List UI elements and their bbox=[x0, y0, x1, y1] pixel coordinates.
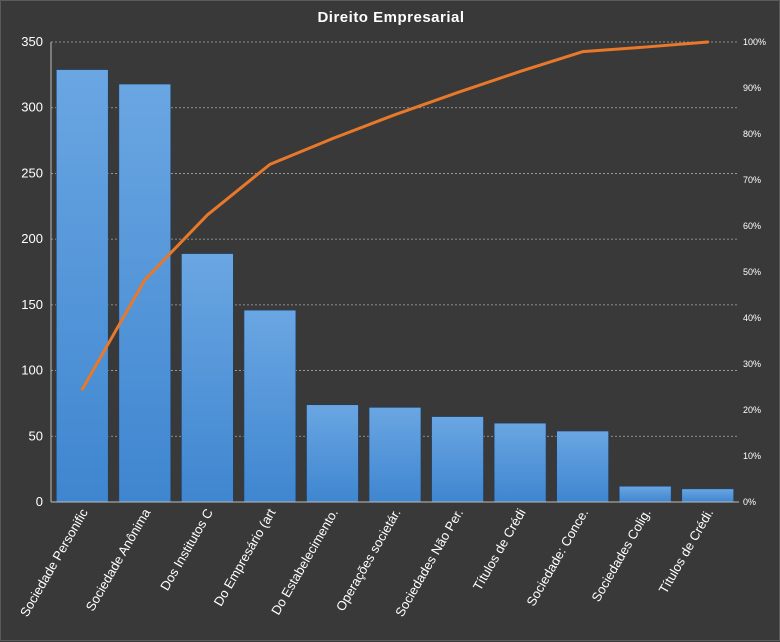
x-tick-label: Sociedades Colig. bbox=[588, 506, 653, 604]
x-tick-label: Dos Institutos C bbox=[157, 506, 216, 593]
bar bbox=[118, 83, 172, 503]
x-tick-label: Do Empresário (art bbox=[211, 506, 279, 609]
bar bbox=[618, 485, 672, 503]
y2-tick-label: 10% bbox=[743, 451, 761, 461]
y2-tick-label: 80% bbox=[743, 129, 761, 139]
bar bbox=[556, 430, 609, 503]
y-tick-label: 350 bbox=[21, 34, 43, 49]
y-tick-label: 200 bbox=[21, 231, 43, 246]
x-tick-label: Operações societár. bbox=[333, 506, 404, 614]
y-tick-label: 50 bbox=[29, 428, 43, 443]
x-tick-label: Títulos de Crédi. bbox=[656, 506, 717, 596]
gridlines bbox=[51, 41, 739, 437]
bar bbox=[181, 253, 234, 503]
bar bbox=[431, 416, 484, 503]
cumulative-line-path bbox=[80, 40, 710, 391]
bar bbox=[493, 422, 547, 503]
y2-tick-label: 100% bbox=[743, 37, 766, 47]
bar bbox=[368, 407, 422, 503]
y2-tick-label: 30% bbox=[743, 359, 761, 369]
x-tick-label: Sociedade Personific bbox=[17, 506, 91, 620]
line-point bbox=[206, 213, 209, 217]
bar bbox=[681, 488, 734, 503]
bar bbox=[243, 309, 297, 503]
y2-tick-label: 90% bbox=[743, 83, 761, 93]
x-tick-label: Sociedades Não Per. bbox=[392, 506, 466, 619]
line-point bbox=[81, 388, 84, 391]
y-tick-label: 300 bbox=[21, 100, 43, 115]
cumulative-line bbox=[80, 40, 710, 391]
y-tick-label: 100 bbox=[21, 363, 43, 378]
line-point bbox=[581, 50, 584, 53]
y-tick-label: 0 bbox=[36, 494, 43, 509]
y2-tick-label: 20% bbox=[743, 405, 761, 415]
y-tick-label: 150 bbox=[21, 297, 43, 312]
x-tick-label: Títulos de Crédi bbox=[470, 506, 529, 593]
y2-tick-label: 60% bbox=[743, 221, 761, 231]
x-tick-label: Sociedade: Conce. bbox=[523, 506, 591, 609]
line-point bbox=[643, 45, 647, 49]
line-point bbox=[331, 137, 334, 140]
line-point bbox=[143, 278, 147, 282]
y-tick-label: 250 bbox=[21, 165, 43, 180]
bar bbox=[306, 404, 359, 503]
bar bbox=[56, 69, 109, 503]
x-tick-label: Do Estabelecimento. bbox=[268, 506, 341, 617]
y2-tick-label: 50% bbox=[743, 267, 761, 277]
y2-tick-label: 70% bbox=[743, 175, 761, 185]
line-point bbox=[706, 40, 709, 44]
chart-title: Direito Empresarial bbox=[317, 9, 465, 26]
line-point bbox=[456, 91, 459, 94]
bars bbox=[56, 69, 734, 503]
y2-tick-label: 40% bbox=[743, 313, 761, 323]
line-point bbox=[268, 163, 272, 166]
line-point bbox=[393, 113, 397, 116]
y2-tick-label: 0% bbox=[743, 497, 756, 507]
x-tick-label: Sociedade Anônima bbox=[83, 505, 154, 613]
line-point bbox=[518, 70, 522, 73]
